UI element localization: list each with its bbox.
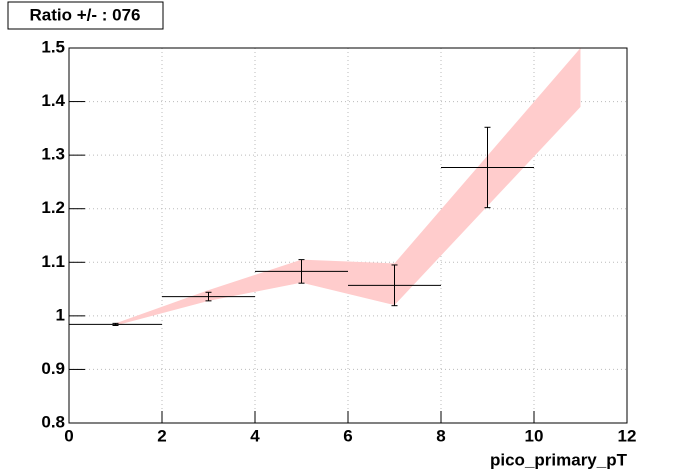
x-axis-label: pico_primary_pT: [490, 450, 628, 469]
title-box: [7, 1, 164, 30]
x-tick-label: 10: [525, 426, 544, 445]
x-tick-label: 8: [436, 426, 445, 445]
chart-title: Ratio +/- : 076: [29, 5, 140, 24]
y-tick-label: 1.1: [41, 252, 65, 271]
y-tick-label: 1.3: [41, 145, 65, 164]
y-tick-label: 1.5: [41, 37, 65, 56]
y-tick-label: 0.8: [41, 412, 65, 431]
x-tick-label: 0: [64, 426, 73, 445]
x-tick-label: 2: [157, 426, 166, 445]
y-tick-label: 1.4: [41, 91, 65, 110]
y-tick-label: 1: [56, 305, 65, 324]
y-tick-label: 1.2: [41, 198, 65, 217]
x-tick-label: 12: [618, 426, 637, 445]
y-tick-label: 0.9: [41, 359, 65, 378]
x-tick-label: 6: [343, 426, 352, 445]
x-tick-label: 4: [250, 426, 260, 445]
plot-frame: [68, 47, 628, 424]
